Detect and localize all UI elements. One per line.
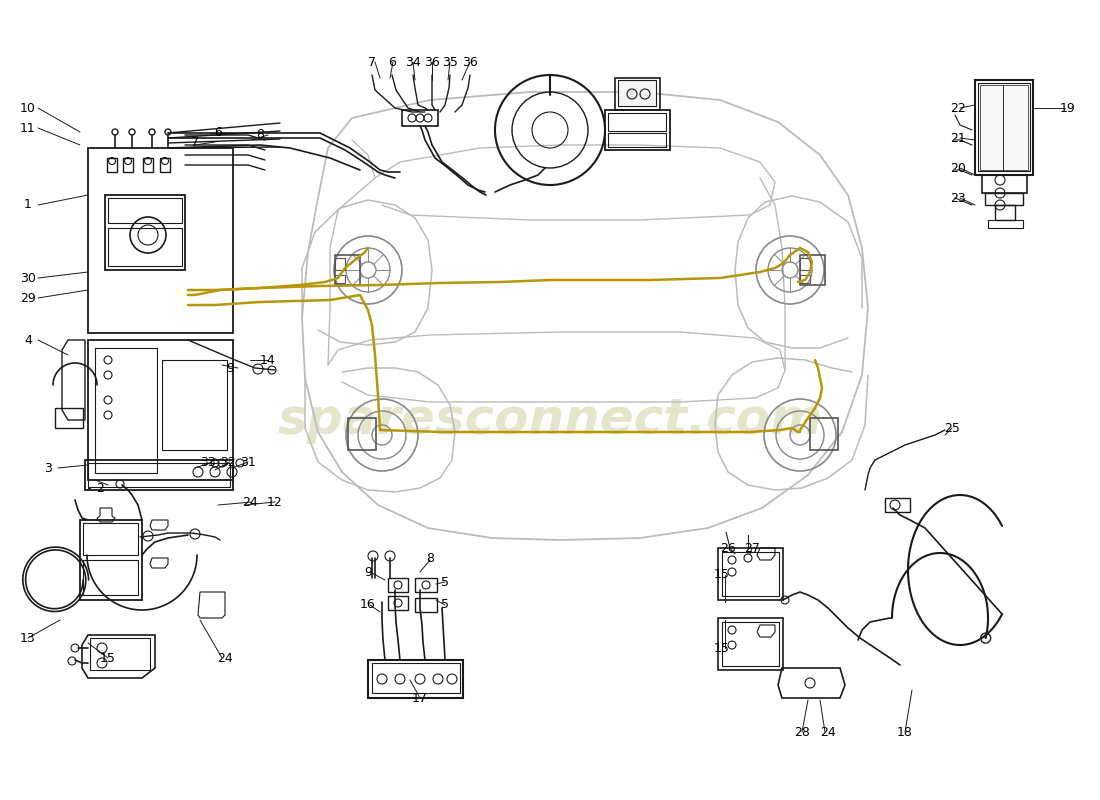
Text: 24: 24 xyxy=(821,726,836,738)
Bar xyxy=(718,618,783,670)
Bar xyxy=(980,85,1003,170)
Bar xyxy=(722,552,779,596)
Text: 9: 9 xyxy=(364,566,372,578)
Bar xyxy=(368,660,463,698)
Text: 30: 30 xyxy=(20,271,36,285)
Text: 1: 1 xyxy=(24,198,32,211)
Text: 24: 24 xyxy=(217,651,233,665)
Bar xyxy=(348,418,376,450)
Text: 27: 27 xyxy=(744,542,760,554)
Bar xyxy=(800,255,825,285)
Bar xyxy=(372,663,460,693)
Bar xyxy=(160,158,170,172)
Text: 36: 36 xyxy=(462,55,477,69)
Bar xyxy=(108,228,182,266)
Bar xyxy=(718,548,783,600)
Text: 15: 15 xyxy=(714,569,730,582)
Bar xyxy=(608,133,666,147)
Text: 25: 25 xyxy=(944,422,960,434)
Bar xyxy=(85,460,233,490)
Text: 29: 29 xyxy=(20,291,36,305)
Text: 23: 23 xyxy=(950,191,966,205)
Bar xyxy=(143,158,153,172)
Text: 33: 33 xyxy=(200,455,216,469)
Bar xyxy=(810,418,838,450)
Bar xyxy=(336,255,360,285)
Text: 36: 36 xyxy=(425,55,440,69)
Bar xyxy=(982,175,1027,193)
Text: 7: 7 xyxy=(191,137,199,150)
Bar xyxy=(402,110,438,126)
Bar xyxy=(82,523,138,555)
Bar xyxy=(88,463,230,487)
Text: 35: 35 xyxy=(442,55,458,69)
Bar xyxy=(88,148,233,333)
Text: 2: 2 xyxy=(96,482,103,494)
Text: 17: 17 xyxy=(412,691,428,705)
Bar xyxy=(95,348,157,473)
Text: 20: 20 xyxy=(950,162,966,174)
Text: 11: 11 xyxy=(20,122,36,134)
Bar xyxy=(618,80,656,106)
Bar xyxy=(162,360,227,450)
Text: 24: 24 xyxy=(242,495,257,509)
Text: 26: 26 xyxy=(720,542,736,554)
Text: 31: 31 xyxy=(240,455,256,469)
Text: 15: 15 xyxy=(100,651,116,665)
Bar xyxy=(388,578,408,592)
Text: 16: 16 xyxy=(360,598,376,611)
Text: 5: 5 xyxy=(441,575,449,589)
Bar xyxy=(984,193,1023,205)
Text: sparesconnect.com: sparesconnect.com xyxy=(277,396,823,444)
Text: 15: 15 xyxy=(714,642,730,654)
Bar xyxy=(605,110,670,150)
Text: 34: 34 xyxy=(405,55,421,69)
Text: 12: 12 xyxy=(267,495,283,509)
Bar xyxy=(90,638,150,670)
Text: 19: 19 xyxy=(1060,102,1076,114)
Text: 13: 13 xyxy=(20,631,36,645)
Text: 22: 22 xyxy=(950,102,966,114)
Bar xyxy=(388,596,408,610)
Bar xyxy=(975,80,1033,175)
Text: 9: 9 xyxy=(227,362,234,374)
Bar xyxy=(80,520,142,600)
Text: 28: 28 xyxy=(794,726,810,738)
Bar xyxy=(415,578,437,592)
Text: 7: 7 xyxy=(368,55,376,69)
Text: 10: 10 xyxy=(20,102,36,114)
Bar xyxy=(800,275,810,283)
Text: 21: 21 xyxy=(950,131,966,145)
Bar xyxy=(800,258,810,270)
Text: 6: 6 xyxy=(388,55,396,69)
Bar xyxy=(608,113,666,131)
Bar xyxy=(88,340,233,480)
Text: 5: 5 xyxy=(441,598,449,611)
Text: 32: 32 xyxy=(220,455,235,469)
Bar xyxy=(886,498,910,512)
Bar xyxy=(978,83,1030,171)
Text: 3: 3 xyxy=(44,462,52,474)
Bar xyxy=(104,195,185,270)
Text: 18: 18 xyxy=(898,726,913,738)
Text: 6: 6 xyxy=(214,126,222,139)
Text: 8: 8 xyxy=(426,551,434,565)
Bar xyxy=(996,205,1015,220)
Bar xyxy=(1003,85,1028,170)
Bar xyxy=(336,275,345,283)
Text: 8: 8 xyxy=(256,129,264,142)
Bar xyxy=(107,158,117,172)
Bar xyxy=(336,258,345,270)
Text: 4: 4 xyxy=(24,334,32,346)
Bar xyxy=(108,198,182,223)
Bar xyxy=(615,78,660,110)
Bar xyxy=(415,598,437,612)
Bar xyxy=(123,158,133,172)
Bar xyxy=(988,220,1023,228)
Bar xyxy=(722,622,779,666)
Bar xyxy=(82,560,138,595)
Bar xyxy=(55,408,82,428)
Text: 14: 14 xyxy=(260,354,276,366)
